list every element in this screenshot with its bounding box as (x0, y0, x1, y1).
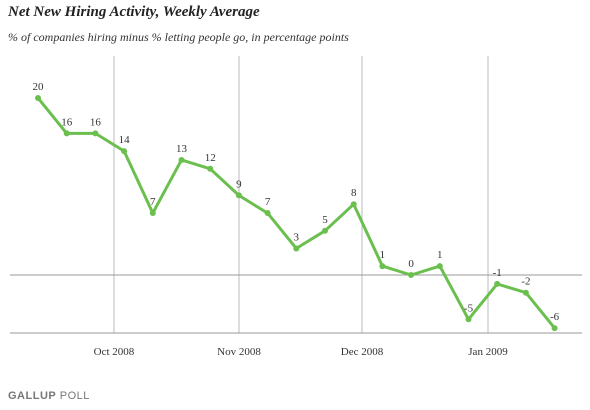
data-label: -1 (493, 267, 502, 279)
point-layer (35, 95, 558, 332)
data-point (522, 289, 529, 296)
grid-layer (10, 56, 582, 334)
series-line (36, 97, 556, 330)
data-point (408, 272, 415, 278)
data-label: 13 (176, 143, 188, 155)
data-label: 14 (119, 134, 131, 146)
data-point (149, 210, 156, 217)
data-point (92, 130, 99, 137)
data-label: 3 (294, 231, 300, 243)
logo-brand: GALLUP (8, 390, 57, 402)
data-point (207, 165, 214, 172)
data-point (63, 130, 70, 137)
data-point (551, 325, 558, 332)
x-axis-ticks: Oct 2008 Nov 2008 Dec 2008 Jan 2009 (94, 346, 509, 358)
data-point (264, 210, 271, 217)
label-layer: 20 16 16 14 7 13 12 9 7 3 5 8 1 0 1 -5 -1 -2 -6 (33, 81, 560, 323)
data-label: 0 (408, 258, 414, 270)
data-label: 20 (33, 81, 45, 93)
data-label: 16 (90, 116, 102, 128)
data-point (235, 192, 242, 199)
data-label: -5 (464, 302, 474, 314)
data-label: 1 (437, 249, 443, 261)
logo-suffix: POLL (56, 390, 90, 402)
data-label: 1 (380, 249, 386, 261)
data-point (379, 263, 386, 270)
x-tick-label: Oct 2008 (94, 346, 135, 358)
data-point (436, 263, 443, 270)
x-tick-label: Dec 2008 (341, 346, 384, 358)
chart-title: Net New Hiring Activity, Weekly Average (8, 4, 260, 20)
line-layer (36, 97, 556, 330)
data-point (494, 280, 501, 287)
data-point (465, 316, 472, 323)
data-label: -6 (550, 311, 560, 323)
data-label: 7 (265, 196, 271, 208)
data-point (121, 148, 128, 155)
data-label: -2 (521, 276, 530, 288)
x-tick-label: Jan 2009 (468, 346, 508, 358)
data-label: 12 (205, 152, 216, 164)
data-point (350, 201, 357, 208)
data-point (322, 227, 328, 234)
x-tick-label: Nov 2008 (217, 346, 261, 358)
data-label: 5 (322, 214, 328, 226)
data-label: 16 (61, 116, 73, 128)
data-point (178, 156, 185, 163)
data-point (293, 245, 300, 252)
data-point (35, 95, 41, 101)
data-label: 9 (236, 178, 242, 190)
data-label: 7 (150, 196, 156, 208)
data-label: 8 (351, 187, 357, 199)
gallup-poll-logo: GALLUP POLL (8, 390, 90, 402)
chart-subtitle: % of companies hiring minus % letting pe… (8, 30, 349, 44)
